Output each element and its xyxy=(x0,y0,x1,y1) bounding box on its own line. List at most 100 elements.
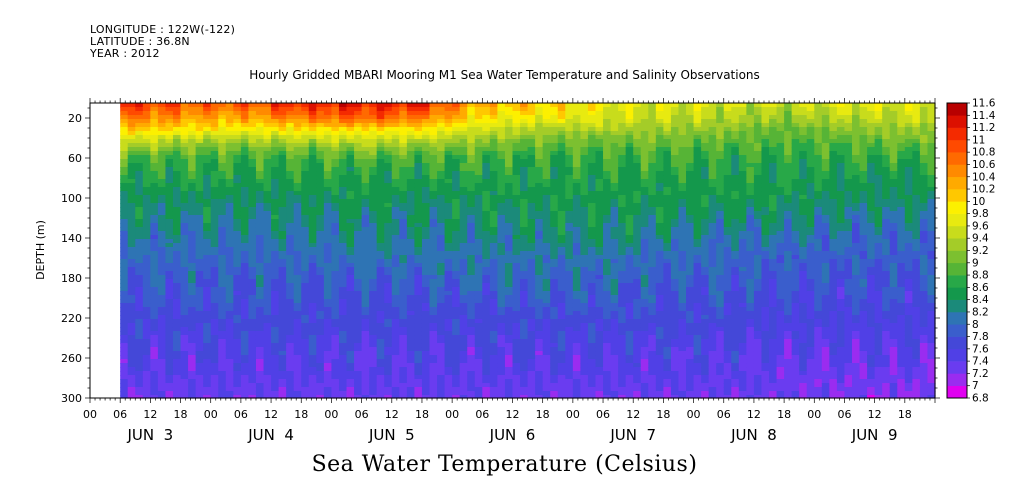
heatmap-cell xyxy=(595,347,604,352)
heatmap-cell xyxy=(323,223,333,228)
heatmap-cell xyxy=(225,279,234,284)
heatmap-cell xyxy=(399,327,408,332)
heatmap-cell xyxy=(376,127,385,132)
heatmap-cell xyxy=(489,255,499,260)
heatmap-cell xyxy=(361,119,370,124)
heatmap-cell xyxy=(286,371,295,376)
heatmap-cell xyxy=(120,127,129,132)
heatmap-cell xyxy=(188,171,197,176)
heatmap-cell xyxy=(369,299,378,304)
heatmap-cell xyxy=(452,127,461,132)
heatmap-cell xyxy=(504,311,514,316)
heatmap-cell xyxy=(625,111,634,116)
heatmap-cell xyxy=(467,327,476,332)
heatmap-cell xyxy=(504,371,514,376)
heatmap-cell xyxy=(301,147,310,152)
heatmap-cell xyxy=(429,103,438,108)
heatmap-cell xyxy=(414,167,423,172)
heatmap-cell xyxy=(520,351,529,356)
heatmap-cell xyxy=(421,155,431,160)
heatmap-cell xyxy=(535,251,544,256)
heatmap-cell xyxy=(550,215,559,220)
heatmap-cell xyxy=(188,311,197,316)
heatmap-cell xyxy=(142,127,151,132)
heatmap-cell xyxy=(346,291,355,296)
heatmap-cell xyxy=(150,143,159,148)
heatmap-cell xyxy=(565,179,574,184)
heatmap-cell xyxy=(618,383,627,388)
heatmap-cell xyxy=(188,307,197,312)
heatmap-cell xyxy=(437,247,446,252)
heatmap-cell xyxy=(369,267,378,272)
heatmap-cell xyxy=(346,147,355,152)
heatmap-cell xyxy=(625,191,634,196)
heatmap-cell xyxy=(512,395,521,399)
heatmap-cell xyxy=(150,259,159,264)
heatmap-cell xyxy=(444,231,453,236)
heatmap-cell xyxy=(188,123,197,128)
heatmap-cell xyxy=(399,315,408,320)
heatmap-cell xyxy=(391,303,400,308)
heatmap-cell xyxy=(504,243,514,248)
heatmap-cell xyxy=(421,335,431,340)
heatmap-cell xyxy=(603,251,612,256)
heatmap-cell xyxy=(233,323,242,328)
heatmap-cell xyxy=(308,279,317,284)
heatmap-cell xyxy=(255,375,265,380)
heatmap-cell xyxy=(467,331,476,336)
heatmap-cell xyxy=(565,151,574,156)
heatmap-cell xyxy=(271,127,280,132)
heatmap-cell xyxy=(542,215,551,220)
heatmap-cell xyxy=(572,319,581,324)
heatmap-cell xyxy=(248,171,257,176)
heatmap-cell xyxy=(233,307,242,312)
heatmap-cell xyxy=(391,159,400,164)
heatmap-cell xyxy=(421,123,431,128)
heatmap-cell xyxy=(587,331,597,336)
heatmap-cell xyxy=(421,235,431,240)
heatmap-cell xyxy=(354,107,363,112)
heatmap-cell xyxy=(180,119,189,124)
heatmap-cell xyxy=(512,159,521,164)
heatmap-cell xyxy=(218,355,227,360)
heatmap-cell xyxy=(278,103,287,108)
heatmap-cell xyxy=(444,215,453,220)
heatmap-cell xyxy=(255,123,265,128)
heatmap-cell xyxy=(384,275,393,280)
heatmap-cell xyxy=(150,335,159,340)
heatmap-cell xyxy=(210,291,219,296)
heatmap-cell xyxy=(240,231,250,236)
heatmap-cell xyxy=(240,263,250,268)
heatmap-cell xyxy=(180,283,189,288)
heatmap-cell xyxy=(459,259,468,264)
heatmap-cell xyxy=(557,219,566,224)
heatmap-cell xyxy=(572,315,581,320)
heatmap-cell xyxy=(218,279,227,284)
heatmap-cell xyxy=(308,199,317,204)
heatmap-cell xyxy=(308,159,317,164)
heatmap-cell xyxy=(587,107,597,112)
heatmap-cell xyxy=(278,339,287,344)
heatmap-cell xyxy=(361,107,370,112)
heatmap-cell xyxy=(203,347,212,352)
heatmap-cell xyxy=(323,359,333,364)
heatmap-cell xyxy=(218,251,227,256)
heatmap-cell xyxy=(376,295,385,300)
heatmap-cell xyxy=(157,375,167,380)
heatmap-cell xyxy=(625,147,634,152)
heatmap-cell xyxy=(565,243,574,248)
heatmap-cell xyxy=(142,243,151,248)
heatmap-cell xyxy=(406,223,416,228)
heatmap-cell xyxy=(240,103,250,108)
heatmap-cell xyxy=(308,267,317,272)
heatmap-cell xyxy=(225,143,234,148)
heatmap-cell xyxy=(603,239,612,244)
heatmap-cell xyxy=(452,367,461,372)
heatmap-cell xyxy=(452,131,461,136)
heatmap-cell xyxy=(603,151,612,156)
heatmap-cell xyxy=(180,147,189,152)
heatmap-cell xyxy=(444,351,453,356)
heatmap-cell xyxy=(550,351,559,356)
heatmap-cell xyxy=(535,275,544,280)
heatmap-cell xyxy=(338,143,348,148)
